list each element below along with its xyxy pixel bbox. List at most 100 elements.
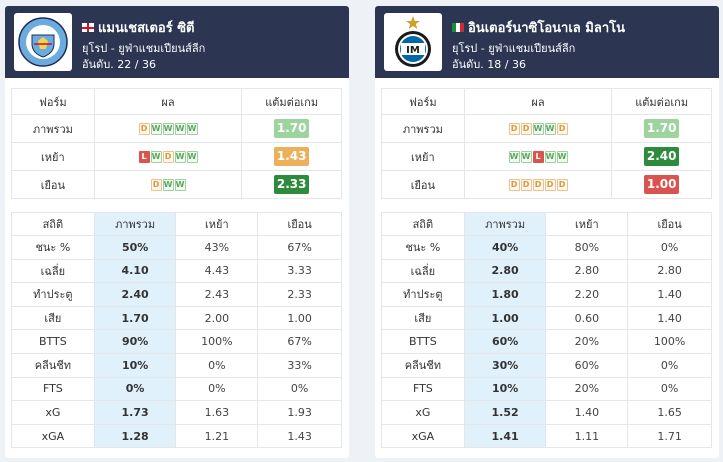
stats-row: xGA 1.28 1.21 1.43 bbox=[11, 423, 342, 449]
stat-home: 60% bbox=[545, 352, 629, 378]
stat-overall: 30% bbox=[463, 352, 547, 378]
stat-label: xGA bbox=[11, 423, 95, 449]
home-header[interactable]: เหย้า bbox=[545, 212, 629, 236]
stat-home: 2.80 bbox=[545, 258, 629, 284]
stat-overall: 1.52 bbox=[463, 400, 547, 425]
stats-row: เฉลี่ย 2.80 2.80 2.80 bbox=[381, 258, 712, 284]
ppg-value: 1.70 bbox=[643, 119, 680, 138]
result-badge[interactable]: W bbox=[544, 151, 556, 163]
stats-row: FTS 0% 0% 0% bbox=[11, 376, 342, 402]
stat-home: 1.63 bbox=[175, 400, 259, 425]
stat-label: เสีย bbox=[11, 305, 95, 331]
ppg-value: 1.00 bbox=[643, 175, 680, 194]
stat-away: 100% bbox=[627, 329, 712, 354]
result-badge[interactable]: W bbox=[162, 123, 174, 135]
stat-label: ชนะ % bbox=[381, 235, 465, 260]
result-badge[interactable]: W bbox=[520, 151, 532, 163]
result-badge[interactable]: W bbox=[532, 123, 544, 135]
result-badge[interactable]: D bbox=[162, 151, 174, 163]
stat-label: คลีนชีท bbox=[11, 352, 95, 378]
result-badge[interactable]: W bbox=[174, 151, 186, 163]
home-header[interactable]: เหย้า bbox=[175, 212, 259, 236]
stat-away: 1.40 bbox=[627, 305, 712, 331]
results-header: ผล bbox=[93, 88, 243, 115]
stat-home: 1.40 bbox=[545, 400, 629, 425]
stat-overall: 4.10 bbox=[93, 258, 177, 284]
form-label: เยือน bbox=[11, 170, 95, 199]
stat-home: 4.43 bbox=[175, 258, 259, 284]
result-badge[interactable]: D bbox=[150, 179, 162, 191]
stat-label: FTS bbox=[11, 376, 95, 402]
stat-home: 20% bbox=[545, 329, 629, 354]
stat-home: 0.60 bbox=[545, 305, 629, 331]
result-badge[interactable]: W bbox=[556, 151, 568, 163]
team-name[interactable]: แมนเชสเตอร์ ซิตี bbox=[82, 17, 195, 38]
stat-label: FTS bbox=[381, 376, 465, 402]
result-badge[interactable]: D bbox=[520, 123, 532, 135]
team-rank: อันดับ. 22 / 36 bbox=[82, 58, 156, 71]
result-badge[interactable]: D bbox=[556, 123, 568, 135]
result-badge[interactable]: D bbox=[532, 179, 544, 191]
stat-label: คลีนชีท bbox=[381, 352, 465, 378]
stat-overall: 0% bbox=[93, 376, 177, 402]
stat-home: 0% bbox=[175, 352, 259, 378]
result-badge[interactable]: W bbox=[162, 179, 174, 191]
form-label: เยือน bbox=[381, 170, 465, 199]
stats-row: xG 1.73 1.63 1.93 bbox=[11, 400, 342, 425]
form-header: ฟอร์ม bbox=[381, 88, 465, 115]
result-badge[interactable]: W bbox=[544, 123, 556, 135]
manchester-city-crest-icon[interactable] bbox=[14, 13, 72, 71]
result-badge[interactable]: L bbox=[532, 151, 544, 163]
stats-row: เสีย 1.70 2.00 1.00 bbox=[11, 305, 342, 331]
ppg-header: แต้มต่อเกม bbox=[611, 88, 712, 115]
stat-home: 80% bbox=[545, 235, 629, 260]
italy-flag-icon bbox=[452, 23, 464, 32]
stat-label: BTTS bbox=[11, 329, 95, 354]
result-badge[interactable]: D bbox=[508, 179, 520, 191]
stat-overall: 1.28 bbox=[93, 423, 177, 449]
form-label: ภาพรวม bbox=[11, 114, 95, 143]
stat-away: 0% bbox=[627, 235, 712, 260]
stat-label: เฉลี่ย bbox=[11, 258, 95, 284]
result-badge[interactable]: D bbox=[544, 179, 556, 191]
svg-text:IM: IM bbox=[406, 45, 420, 56]
result-badge[interactable]: D bbox=[520, 179, 532, 191]
away-header[interactable]: เยือน bbox=[627, 212, 712, 236]
stat-label: ทำประตู bbox=[381, 282, 465, 307]
inter-milan-crest-icon[interactable]: IM bbox=[384, 13, 442, 71]
result-badge[interactable]: L bbox=[138, 151, 150, 163]
result-badge[interactable]: W bbox=[186, 151, 198, 163]
stat-overall: 1.00 bbox=[463, 305, 547, 331]
result-badge[interactable]: W bbox=[174, 179, 186, 191]
stats-table: สถิติ ภาพรวม เหย้า เยือน ชนะ % 50% 43% 67% เ… bbox=[11, 212, 342, 449]
stat-home: 43% bbox=[175, 235, 259, 260]
result-badge[interactable]: D bbox=[556, 179, 568, 191]
result-badge[interactable]: W bbox=[508, 151, 520, 163]
stat-overall: 1.80 bbox=[463, 282, 547, 307]
stat-away: 1.93 bbox=[257, 400, 342, 425]
result-badge[interactable]: D bbox=[138, 123, 150, 135]
stat-away: 1.00 bbox=[257, 305, 342, 331]
stats-table: สถิติ ภาพรวม เหย้า เยือน ชนะ % 40% 80% 0% เฉ… bbox=[381, 212, 712, 449]
team-name[interactable]: อินเตอร์นาซิโอนาเล มิลาโน bbox=[452, 17, 625, 38]
overall-header[interactable]: ภาพรวม bbox=[463, 212, 547, 236]
form-label: เหย้า bbox=[11, 142, 95, 171]
team-league: ยุโรป - ยูฟ่าแชมเปียนส์ลีก bbox=[452, 42, 576, 55]
result-badge[interactable]: W bbox=[174, 123, 186, 135]
result-badge[interactable]: W bbox=[150, 151, 162, 163]
result-badge[interactable]: W bbox=[186, 123, 198, 135]
result-badge[interactable]: D bbox=[508, 123, 520, 135]
away-header[interactable]: เยือน bbox=[257, 212, 342, 236]
stat-label: xG bbox=[381, 400, 465, 425]
stat-overall: 10% bbox=[463, 376, 547, 402]
result-badge[interactable]: W bbox=[150, 123, 162, 135]
stat-away: 67% bbox=[257, 329, 342, 354]
stats-row: เสีย 1.00 0.60 1.40 bbox=[381, 305, 712, 331]
overall-header[interactable]: ภาพรวม bbox=[93, 212, 177, 236]
